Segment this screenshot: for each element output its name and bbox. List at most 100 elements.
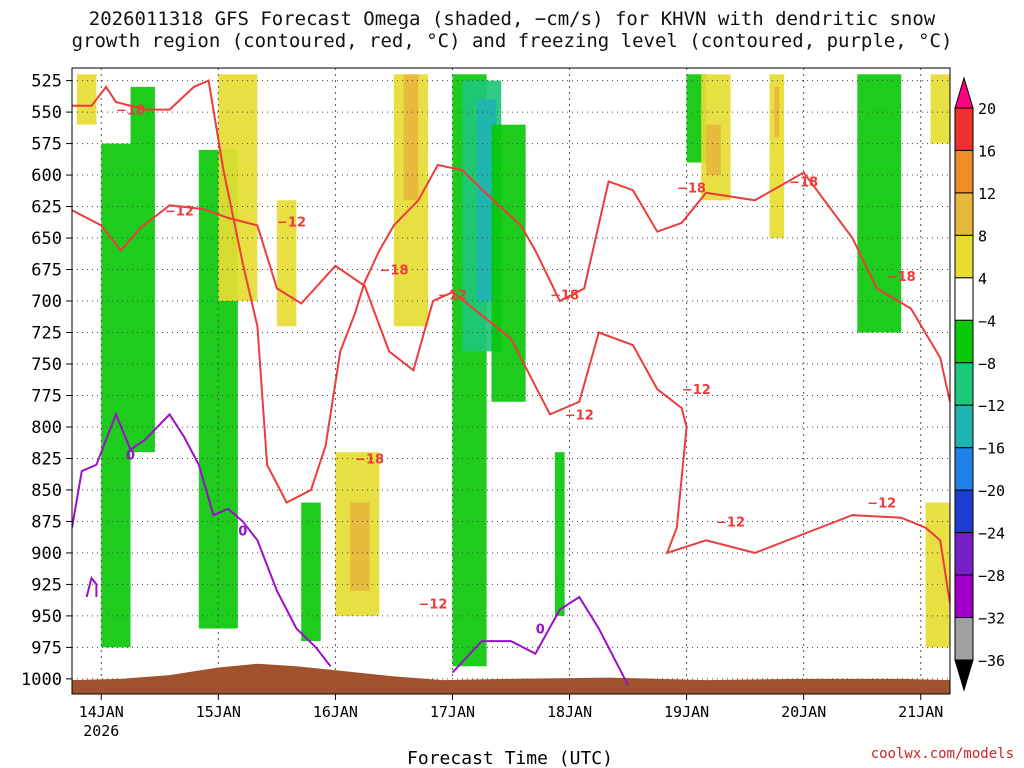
- omega-region-7: [491, 124, 526, 402]
- y-tick-label-975: 975: [31, 638, 62, 658]
- dgz-contour-label-0-3: −18: [550, 289, 579, 304]
- colorbar-box-10: [954, 532, 974, 576]
- omega-region-10: [857, 74, 902, 333]
- y-tick-label-925: 925: [31, 575, 62, 595]
- y-tick-label-725: 725: [31, 324, 62, 344]
- terrain: [72, 663, 950, 694]
- omega-region-11: [76, 74, 97, 125]
- chart-title: 2026011318 GFS Forecast Omega (shaded, −…: [0, 8, 1024, 52]
- colorbar-label-7: −12: [978, 397, 1005, 415]
- omega-region-9: [686, 74, 707, 163]
- omega-region-12: [218, 74, 258, 302]
- freezing-contour-2: [451, 595, 629, 686]
- colorbar-label-0: 20: [978, 100, 996, 118]
- omega-region-15: [350, 502, 370, 591]
- x-tick-label-17JAN: 17JAN: [430, 703, 475, 721]
- colorbar-box-8: [954, 447, 974, 491]
- x-tick-label-16JAN: 16JAN: [313, 703, 358, 721]
- x-tick-label-19JAN: 19JAN: [664, 703, 709, 721]
- colorbar-box-7: [954, 404, 974, 449]
- x-tick-sublabel-14JAN: 2026: [83, 722, 119, 740]
- x-tick-label-15JAN: 15JAN: [196, 703, 241, 721]
- colorbar-box-0: [954, 107, 974, 151]
- y-tick-label-775: 775: [31, 386, 62, 406]
- omega-shading: [76, 74, 950, 667]
- colorbar-box-6: [954, 362, 974, 406]
- y-tick-label-575: 575: [31, 135, 62, 155]
- y-axis: 525 550 575 600 625 650 675 700 725 750 775 800 825 8…: [21, 72, 72, 690]
- colorbar-bottom-arrow: [954, 659, 974, 692]
- colorbar-box-2: [954, 192, 974, 236]
- dgz-contour-label-0-0: −18: [116, 104, 145, 119]
- plot-frame: [71, 67, 951, 695]
- terrain-fill: [72, 663, 950, 694]
- dgz-contour-label-1-3: −12: [565, 408, 594, 423]
- omega-region-0: [101, 143, 131, 648]
- y-tick-label-825: 825: [31, 449, 62, 469]
- colorbar-label-4: 4: [978, 270, 987, 288]
- freezing-contour-label-2-0: 0: [536, 623, 545, 638]
- colorbar-box-9: [954, 489, 974, 534]
- contours: −18 −18 −18 −18 −18 −18 −18 −12 −12 −12 −12 −12 −12 −…: [72, 79, 950, 686]
- dgz-contour-label-1-5: −12: [716, 515, 745, 530]
- y-tick-label-525: 525: [31, 72, 62, 92]
- dgz-contour-0: [72, 79, 950, 504]
- colorbar-label-13: −36: [978, 652, 1005, 670]
- dgz-contour-label-0-4: −18: [677, 182, 706, 197]
- dgz-contour-label-1-4: −12: [682, 383, 711, 398]
- colorbar-label-11: −28: [978, 567, 1005, 585]
- colorbar-label-3: 8: [978, 227, 987, 245]
- dgz-contour-label-1-0: −12: [165, 204, 194, 219]
- colorbar-label-10: −24: [978, 525, 1005, 543]
- dgz-contour-label-0-1: −18: [355, 452, 384, 467]
- y-tick-label-875: 875: [31, 512, 62, 532]
- colorbar-box-11: [954, 574, 974, 619]
- credit: coolwx.com/models: [870, 746, 1014, 762]
- omega-region-8: [554, 452, 565, 616]
- dgz-contour-label-0-6: −18: [887, 270, 916, 285]
- omega-region-22: [930, 74, 950, 144]
- y-tick-label-900: 900: [31, 544, 62, 564]
- x-tick-label-14JAN: 14JAN: [79, 703, 124, 721]
- y-tick-label-750: 750: [31, 355, 62, 375]
- omega-region-13: [276, 200, 297, 327]
- omega-region-19: [706, 124, 721, 176]
- colorbar-box-4: [954, 277, 974, 321]
- freezing-contour-label-0-1: 0: [238, 524, 247, 539]
- title-line-1: 2026011318 GFS Forecast Omega (shaded, −…: [88, 8, 936, 30]
- dgz-contour-label-1-1: −12: [277, 216, 306, 231]
- colorbar-label-1: 16: [978, 142, 996, 160]
- y-tick-label-1000: 1000: [21, 670, 62, 690]
- x-axis-label: Forecast Time (UTC): [407, 748, 613, 768]
- dgz-contour-label-1-7: −12: [418, 597, 447, 612]
- x-tick-label-20JAN: 20JAN: [781, 703, 826, 721]
- y-tick-label-850: 850: [31, 481, 62, 501]
- dgz-contour-label-0-5: −18: [789, 175, 818, 190]
- x-tick-label-21JAN: 21JAN: [898, 703, 943, 721]
- colorbar-label-8: −16: [978, 440, 1005, 458]
- dgz-contour-label-1-6: −12: [867, 497, 896, 512]
- dgz-contour-1: [72, 204, 950, 604]
- y-tick-label-675: 675: [31, 261, 62, 281]
- dgz-contour-label-1-2: −12: [438, 289, 467, 304]
- freezing-contour-1: [85, 575, 98, 598]
- colorbar-label-9: −20: [978, 482, 1005, 500]
- omega-region-21: [774, 86, 780, 138]
- colorbar-top-arrow: [954, 76, 974, 109]
- y-tick-label-650: 650: [31, 229, 62, 249]
- omega-region-20: [769, 74, 785, 239]
- colorbar-box-3: [954, 234, 974, 279]
- omega-region-3: [301, 502, 321, 642]
- colorbar-label-5: −4: [978, 312, 996, 330]
- freezing-contour-0: [72, 411, 332, 667]
- title-line-2: growth region (contoured, red, °C) and f…: [71, 30, 953, 52]
- dgz-contour-label-0-2: −18: [379, 264, 408, 279]
- colorbar-label-12: −32: [978, 610, 1005, 628]
- colorbar-box-5: [954, 319, 974, 364]
- y-tick-label-600: 600: [31, 166, 62, 186]
- colorbar: 20 16 12 8 4 −4 −8 −12 −16 −20 −24 −28 −32 −36: [954, 76, 1005, 692]
- colorbar-box-1: [954, 149, 974, 194]
- freezing-contour-label-0-0: 0: [126, 449, 135, 464]
- colorbar-box-12: [954, 617, 974, 661]
